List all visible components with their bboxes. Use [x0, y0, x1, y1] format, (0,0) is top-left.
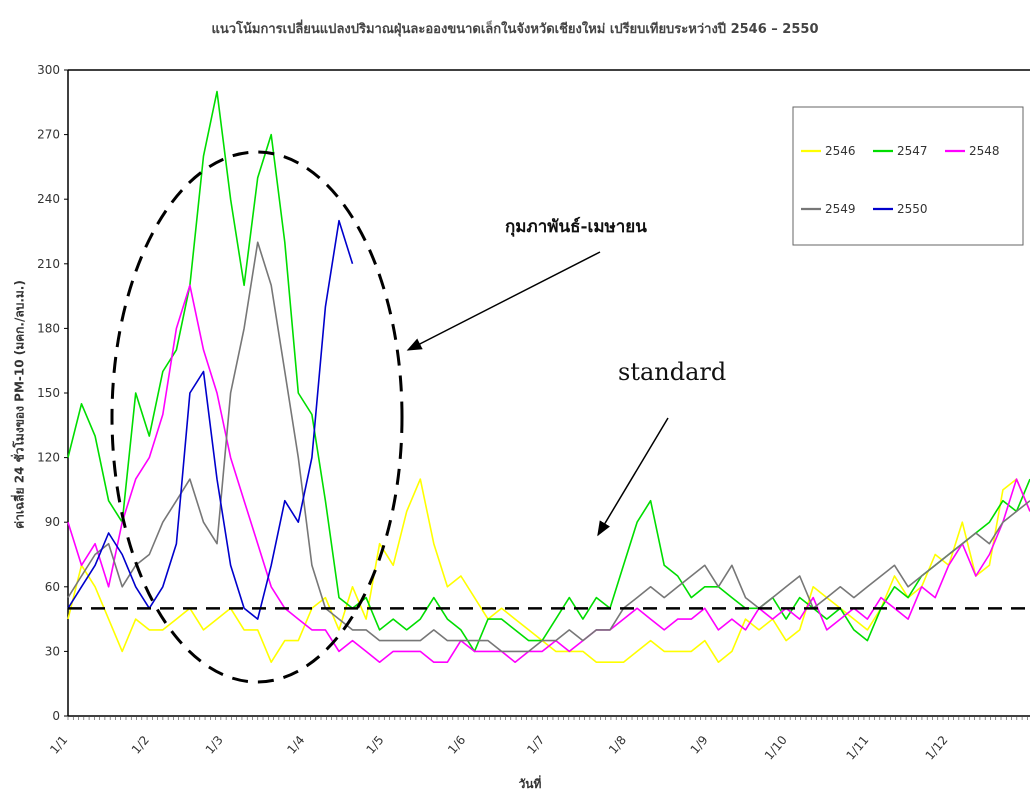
- x-tick-label: 1/4: [284, 733, 307, 757]
- y-tick-label: 270: [37, 128, 60, 142]
- y-tick-label: 30: [45, 644, 60, 658]
- legend-box: [792, 106, 1024, 246]
- x-axis-label: วันที่: [518, 777, 542, 791]
- y-tick-label: 240: [37, 192, 60, 206]
- x-tick-label: 1/10: [762, 733, 790, 763]
- series-line-2547: [67, 90, 1030, 653]
- y-tick-label: 210: [37, 257, 60, 271]
- y-tick-label: 90: [45, 515, 60, 529]
- series-line-2546: [67, 478, 1030, 664]
- y-axis-label: ค่าเฉลี่ย 24 ชั่วโมงของ PM-10 (มคก./ลบ.ม…: [12, 280, 27, 529]
- legend: 2546 2547 2548 2549 2550: [792, 106, 1024, 246]
- y-tick-label: 0: [52, 709, 60, 723]
- x-tick-label: 1/2: [129, 733, 152, 757]
- x-tick-label: 1/8: [606, 733, 629, 757]
- series-line-2549: [67, 241, 1030, 653]
- legend-label-2547: 2547: [897, 144, 928, 158]
- y-tick-label: 300: [37, 63, 60, 77]
- x-tick-label: 1/5: [363, 733, 386, 757]
- arrow-standard: [597, 417, 669, 537]
- series-lines: [67, 90, 1030, 664]
- x-tick-label: 1/7: [524, 733, 547, 757]
- annotations: [110, 150, 669, 684]
- highlight-ellipse: [110, 150, 404, 684]
- x-tick-label: 1/9: [688, 733, 711, 757]
- x-tick-label: 1/11: [843, 733, 871, 763]
- chart-title: แนวโน้มการเปลี่ยนแปลงปริมาณฝุ่นละอองขนาด…: [211, 22, 819, 37]
- x-tick-label: 1/3: [203, 733, 226, 757]
- legend-label-2548: 2548: [969, 144, 1000, 158]
- x-tick-label: 1/12: [923, 733, 951, 763]
- y-tick-label: 150: [37, 386, 60, 400]
- arrow-months: [406, 251, 601, 351]
- series-line-2548: [67, 284, 1030, 664]
- legend-label-2546: 2546: [825, 144, 856, 158]
- y-tick-label: 180: [37, 321, 60, 335]
- y-tick-label: 60: [45, 580, 60, 594]
- y-tick-label: 120: [37, 451, 60, 465]
- series-line-2550: [67, 219, 354, 620]
- annotation-months: กุมภาพันธ์-เมษายน: [505, 217, 647, 237]
- legend-label-2549: 2549: [825, 202, 856, 216]
- x-tick-label: 1/6: [445, 733, 468, 757]
- annotation-standard: standard: [618, 358, 727, 386]
- legend-label-2550: 2550: [897, 202, 928, 216]
- x-tick-label: 1/1: [47, 733, 70, 757]
